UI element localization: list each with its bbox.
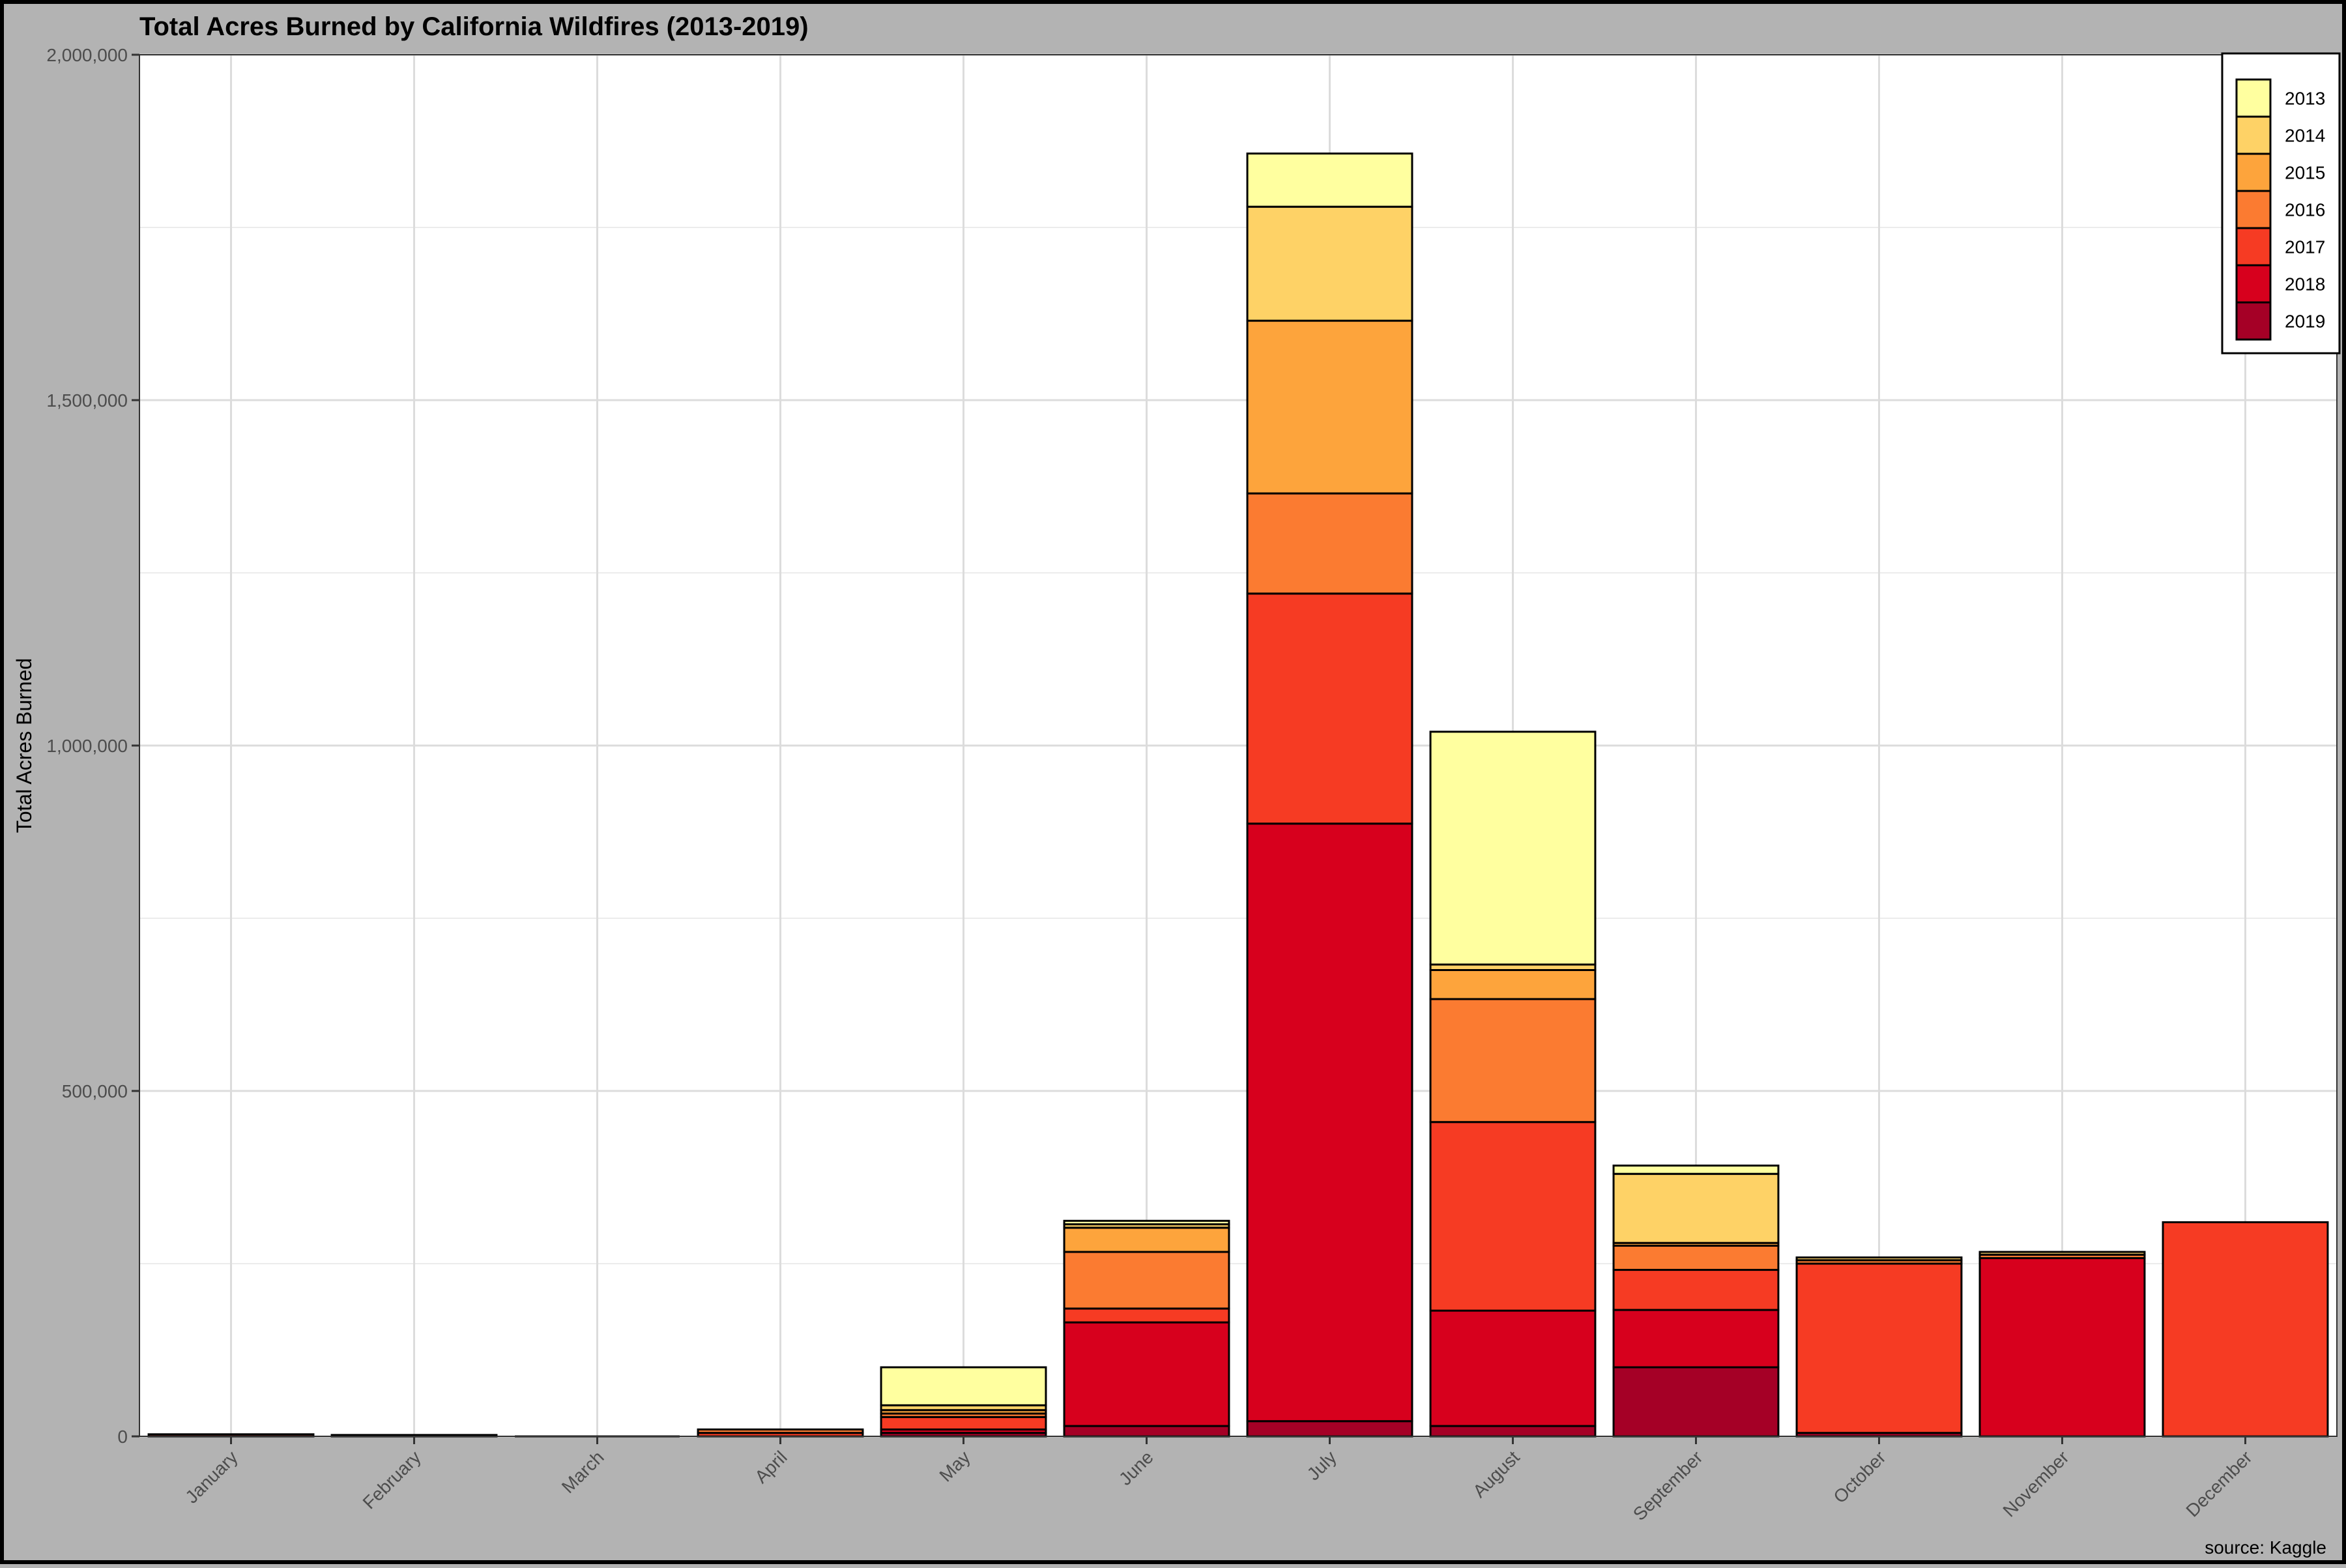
x-tick-label: November xyxy=(1999,1447,2072,1520)
legend-label-2018: 2018 xyxy=(2285,274,2325,295)
bar-segment-2013-june xyxy=(1063,1219,1230,1226)
bar-segment-2016-july xyxy=(1246,492,1413,595)
legend-key-2017 xyxy=(2235,227,2272,267)
x-tick-label: May xyxy=(935,1447,974,1485)
y-tick-label: 1,000,000 xyxy=(46,736,128,756)
bar-segment-2017-august xyxy=(1429,1121,1597,1312)
bar-segment-2016-august xyxy=(1429,998,1597,1124)
stacked-bar-chart: Total Acres Burned by California Wildfir… xyxy=(12,12,2341,1558)
legend-key-2015 xyxy=(2235,152,2272,192)
bar-segment-2018-august xyxy=(1429,1309,1597,1427)
x-tick-label: July xyxy=(1303,1447,1340,1484)
bar-segment-2016-april xyxy=(697,1428,864,1434)
bar-segment-2016-september xyxy=(1612,1244,1780,1271)
bar-segment-2019-july xyxy=(1246,1420,1413,1438)
legend-label-2015: 2015 xyxy=(2285,163,2325,183)
bar-segment-2013-august xyxy=(1429,731,1597,966)
legend-key-2013 xyxy=(2235,78,2272,118)
y-tick-label: 0 xyxy=(117,1427,128,1447)
y-tick-label: 1,500,000 xyxy=(46,390,128,411)
caption: source: Kaggle xyxy=(2205,1537,2326,1558)
y-tick-label: 2,000,000 xyxy=(46,45,128,65)
bar-segment-2018-july xyxy=(1246,822,1413,1423)
bar-segment-2019-september xyxy=(1612,1366,1780,1438)
x-tick-label: October xyxy=(1829,1447,1889,1507)
x-tick-label: April xyxy=(751,1447,791,1487)
x-tick-label: August xyxy=(1469,1447,1524,1502)
bar-segment-2017-may xyxy=(880,1416,1047,1430)
y-tick-label: 500,000 xyxy=(62,1081,128,1101)
legend-label-2013: 2013 xyxy=(2285,89,2325,109)
bar-segment-2019-august xyxy=(1429,1425,1597,1438)
x-tick-label: June xyxy=(1115,1447,1157,1489)
legend-label-2019: 2019 xyxy=(2285,312,2325,332)
x-tick-label: March xyxy=(558,1447,608,1497)
legend-label-2014: 2014 xyxy=(2285,126,2325,146)
legend-label-2017: 2017 xyxy=(2285,237,2325,257)
bar-segment-2018-november xyxy=(1978,1257,2146,1438)
legend-key-2016 xyxy=(2235,190,2272,229)
bar-segment-2014-november xyxy=(1978,1251,2146,1256)
legend-label-2016: 2016 xyxy=(2285,200,2325,220)
bar-segment-2013-july xyxy=(1246,152,1413,208)
legend: 2013 2014 2015 2016 2017 2018 2019 xyxy=(2221,52,2341,355)
legend-key-2019 xyxy=(2235,301,2272,341)
bar-segment-2013-september xyxy=(1612,1164,1780,1175)
x-tick-label: January xyxy=(181,1447,241,1507)
chart-title: Total Acres Burned by California Wildfir… xyxy=(139,12,809,41)
bar-segment-2017-september xyxy=(1612,1269,1780,1311)
bar-segment-2013-may xyxy=(880,1366,1047,1406)
bar-segment-2014-october xyxy=(1795,1256,1963,1262)
bar-segment-2015-august xyxy=(1429,969,1597,1000)
legend-key-2014 xyxy=(2235,115,2272,155)
bars xyxy=(147,152,2329,1438)
bar-segment-2016-june xyxy=(1063,1251,1230,1310)
bar-segment-2017-june xyxy=(1063,1307,1230,1324)
bar-segment-2017-july xyxy=(1246,592,1413,825)
bar-segment-2018-june xyxy=(1063,1321,1230,1427)
bar-segment-2014-july xyxy=(1246,205,1413,322)
bar-segment-2015-june xyxy=(1063,1227,1230,1253)
bar-segment-2017-october xyxy=(1795,1262,1963,1434)
x-tick-label: September xyxy=(1629,1447,1707,1524)
bar-segment-2015-july xyxy=(1246,319,1413,495)
bar-segment-2017-december xyxy=(2162,1221,2329,1438)
x-tick-label: December xyxy=(2182,1447,2255,1520)
legend-key-2018 xyxy=(2235,264,2272,304)
bar-segment-2018-september xyxy=(1612,1309,1780,1369)
x-tick-label: February xyxy=(359,1447,425,1513)
bar-segment-2014-september xyxy=(1612,1172,1780,1244)
y-axis-label: Total Acres Burned xyxy=(12,658,36,834)
bar-segment-2019-june xyxy=(1063,1425,1230,1438)
